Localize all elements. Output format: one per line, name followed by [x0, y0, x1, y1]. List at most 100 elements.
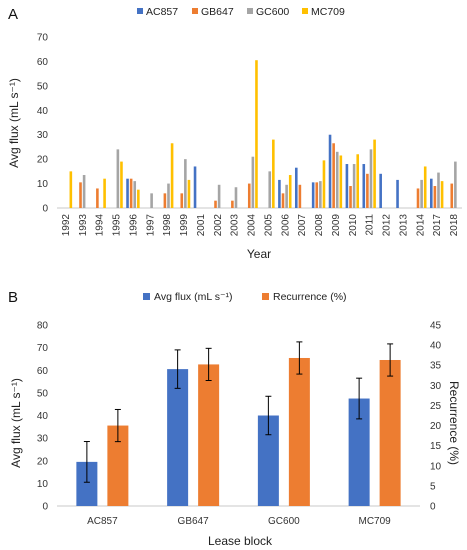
bar-gb647-2009 [332, 143, 335, 208]
y-tick-label: 60 [37, 57, 49, 68]
panel-a-axes: 0 10 20 30 40 50 60 70 1992 1993 1994 1995 1996 1997 1… [37, 33, 462, 237]
y-tick-label: 40 [37, 411, 49, 422]
bar-recurrence-GB647 [198, 364, 220, 506]
panel-a-chart: A AC857 GB647 GC600 MC709 0 10 20 30 40 50 60 70 19… [7, 6, 462, 261]
bar-ac857-2012 [379, 173, 382, 208]
bar-gc600-2004 [251, 156, 255, 208]
bar-gc600-2005 [268, 171, 272, 208]
bar-gb647-2006 [281, 193, 285, 208]
bar-ac857-2010 [345, 164, 349, 208]
bar-mc709-2005 [272, 139, 275, 208]
y-tick-label: 70 [37, 343, 49, 354]
x-tick-label: 1997 [145, 214, 156, 237]
bar-gc600-1998 [167, 183, 170, 208]
panel-b-x-axis-title: Lease block [208, 534, 273, 548]
bar-ac857-2009 [328, 134, 332, 208]
bar-gb647-2003 [231, 200, 234, 208]
x-tick-label: MC709 [359, 516, 392, 527]
panel-b-legend: Avg flux (mL s⁻¹) Recurrence (%) [143, 291, 347, 303]
x-tick-label: 2011 [365, 214, 376, 236]
right-y-tick-label: 35 [430, 361, 442, 372]
bar-gb647-2011 [366, 173, 369, 208]
panel-a-bars [69, 60, 457, 209]
bar-gc600-2006 [285, 184, 288, 208]
legend-label-avg-flux-ml-s: Avg flux (mL s⁻¹) [154, 291, 232, 303]
panel-a-x-axis-title: Year [247, 247, 271, 261]
bar-mc709-2004 [255, 60, 258, 209]
bar-mc709-2014 [423, 166, 427, 208]
bar-mc709-1994 [103, 178, 106, 208]
bar-gc600-1995 [116, 149, 120, 208]
bar-gc600-2017 [437, 172, 440, 208]
y-tick-label: 20 [37, 456, 49, 467]
legend-swatch-gb647 [192, 8, 198, 14]
bar-gb647-1994 [96, 188, 99, 208]
bar-avg-flux-ml-s-GB647 [167, 369, 189, 506]
x-tick-label: 2017 [432, 214, 443, 237]
bar-mc709-2008 [322, 160, 326, 208]
y-tick-label: 50 [37, 81, 49, 92]
x-tick-label: GB647 [178, 516, 210, 527]
panel-a-legend: AC857 GB647 GC600 MC709 [137, 6, 345, 18]
bar-ac857-2006 [278, 179, 281, 208]
x-tick-label: 1998 [162, 214, 173, 237]
bar-gb647-1996 [129, 178, 133, 208]
y-tick-label: 0 [42, 204, 48, 215]
y-tick-label: 40 [37, 106, 49, 117]
x-tick-label: GC600 [268, 516, 300, 527]
bar-gb647-2004 [247, 183, 251, 208]
bar-gb647-2014 [416, 188, 420, 208]
bar-gc600-2008 [319, 181, 322, 208]
panel-b-bars [76, 341, 401, 506]
bar-ac857-2013 [396, 179, 399, 208]
legend-swatch-ac857 [137, 8, 143, 14]
bar-gb647-1998 [163, 193, 167, 208]
bar-gc600-1997 [150, 193, 153, 208]
x-tick-label: 2006 [280, 214, 291, 237]
bar-ac857-2008 [311, 182, 315, 208]
bar-ac857-2011 [362, 164, 366, 208]
x-tick-label: 2005 [263, 214, 274, 237]
panel-a-label: A [8, 6, 18, 23]
bar-ac857-1996 [126, 178, 129, 208]
bar-mc709-1996 [137, 189, 140, 208]
y-tick-label: 0 [42, 502, 48, 513]
legend-swatch-recurrence [262, 293, 269, 300]
x-tick-label: 2014 [415, 214, 426, 237]
right-y-tick-label: 45 [430, 321, 442, 332]
bar-ac857-2017 [429, 178, 433, 208]
bar-gb647-2007 [298, 184, 302, 208]
y-tick-label: 30 [37, 434, 49, 445]
right-y-tick-label: 0 [430, 502, 436, 513]
bar-mc709-2017 [440, 181, 444, 208]
bar-mc709-2006 [288, 175, 292, 208]
bar-gc600-2011 [369, 149, 373, 208]
bar-ac857-2001 [193, 166, 197, 208]
y-tick-label: 60 [37, 366, 49, 377]
y-tick-label: 10 [37, 179, 49, 190]
bar-gc600-2002 [217, 184, 221, 208]
x-tick-label: 2002 [213, 214, 224, 237]
x-tick-label: 2004 [247, 214, 258, 237]
bar-gc600-2003 [234, 187, 238, 208]
x-tick-label: 2003 [230, 214, 241, 237]
bar-gc600-1999 [184, 159, 187, 208]
x-tick-label: AC857 [87, 516, 118, 527]
x-tick-label: 1994 [95, 214, 106, 237]
bar-gb647-2010 [349, 186, 352, 208]
right-y-tick-label: 5 [430, 481, 436, 492]
legend-swatch-mc709 [302, 8, 308, 14]
x-tick-label: 2007 [297, 214, 308, 237]
bar-mc709-2010 [356, 154, 360, 208]
legend-label-mc709: MC709 [311, 6, 345, 18]
bar-gb647-2018 [450, 183, 454, 208]
bar-gc600-2009 [335, 151, 339, 208]
y-tick-label: 20 [37, 155, 49, 166]
right-y-tick-label: 40 [430, 341, 442, 352]
bar-ac857-2007 [294, 167, 298, 208]
bar-mc709-1992 [69, 171, 73, 208]
bar-avg-flux-ml-s-MC709 [348, 398, 370, 506]
x-tick-label: 2018 [449, 214, 460, 237]
x-tick-label: 2001 [196, 214, 207, 237]
panel-a-y-axis-title: Avg flux (mL s⁻¹) [7, 78, 21, 168]
